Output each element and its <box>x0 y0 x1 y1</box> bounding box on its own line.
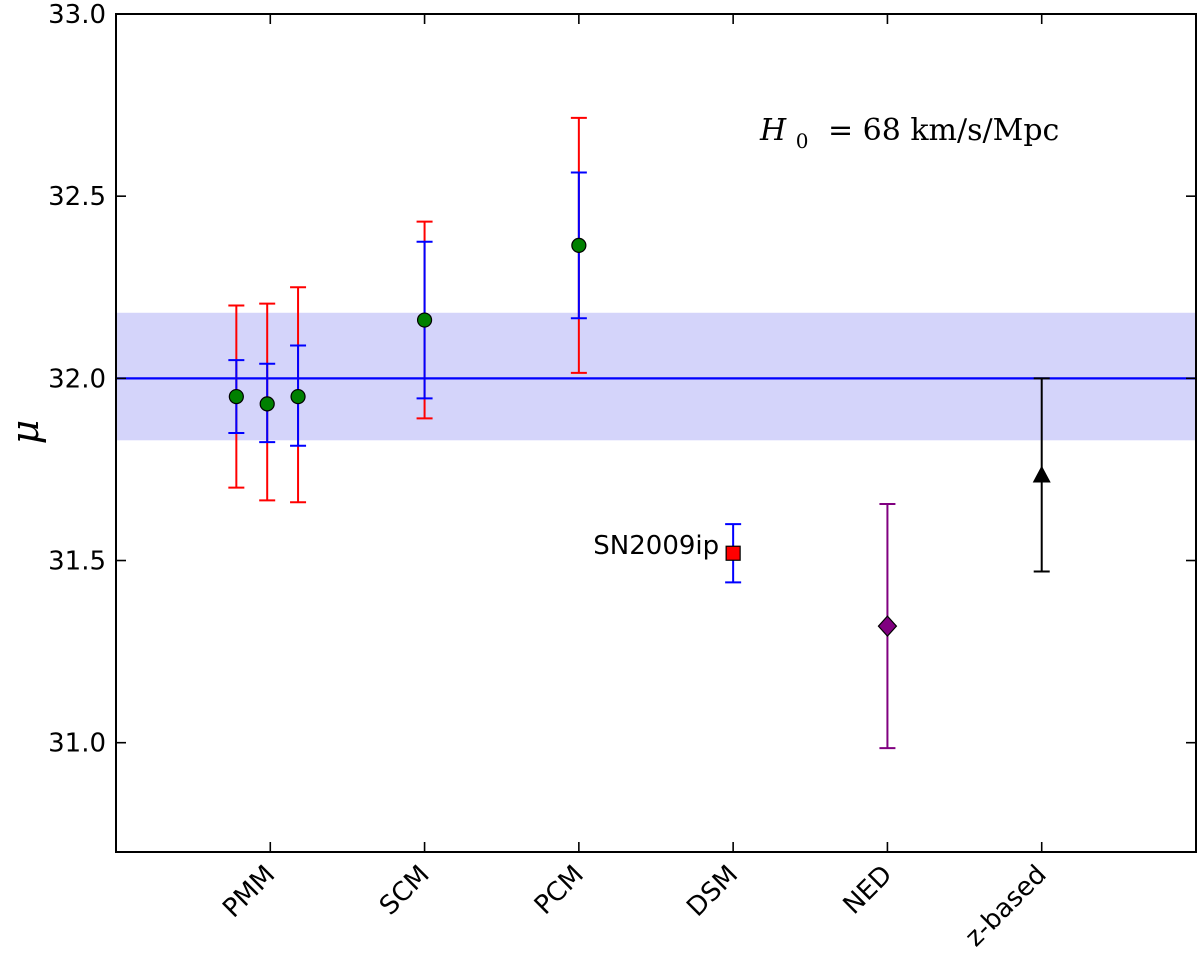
y-tick-label: 33.0 <box>48 0 106 30</box>
x-tick-label: NED <box>838 860 899 921</box>
x-tick-label: DSM <box>681 860 744 923</box>
data-point <box>416 312 433 328</box>
y-tick-label: 32.5 <box>48 182 106 212</box>
h0-value: = 68 km/s/Mpc <box>828 113 1059 148</box>
y-axis-label: μ <box>3 420 47 445</box>
data-point <box>290 388 306 405</box>
h0-annotation: H 0 = 68 km/s/Mpc <box>759 113 1059 156</box>
data-point <box>877 615 898 638</box>
y-tick-label: 31.0 <box>48 729 106 759</box>
data-point <box>1032 465 1051 483</box>
data-point <box>725 545 741 561</box>
x-tick-label: SCM <box>374 860 436 922</box>
plot-frame <box>115 13 1197 853</box>
x-tick-label: z-based <box>960 860 1053 953</box>
h0-symbol: H <box>759 113 787 148</box>
x-tick-label: PMM <box>217 860 281 924</box>
point-label: SN2009ip <box>593 531 719 561</box>
data-point <box>571 237 587 253</box>
y-tick-label: 32.0 <box>48 364 106 394</box>
x-tick-label: PCM <box>529 860 590 921</box>
h0-subscript: 0 <box>796 129 809 153</box>
data-point <box>228 388 244 405</box>
y-tick-label: 31.5 <box>48 547 106 577</box>
data-point <box>259 396 275 412</box>
reference-band <box>116 312 1196 441</box>
svg-text:H 0 = 68 km/s/Mpc: H 0 = 68 km/s/Mpc <box>759 113 1059 156</box>
